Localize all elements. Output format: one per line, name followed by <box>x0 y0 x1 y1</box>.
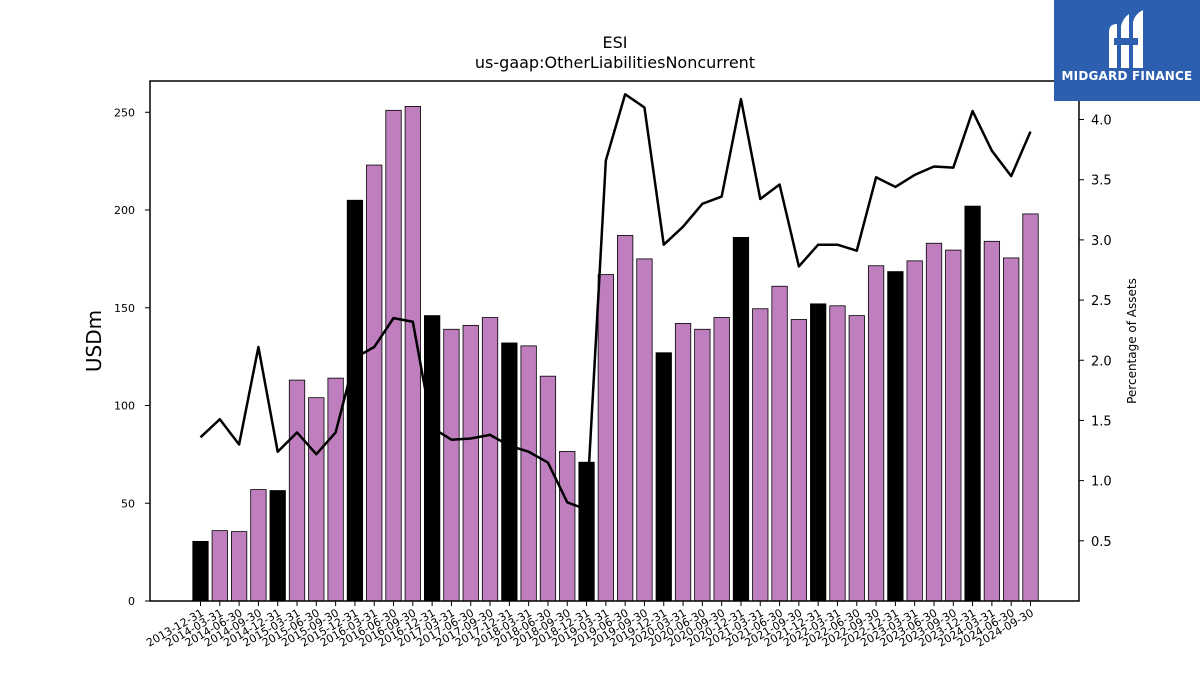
logo-text: MIDGARD FINANCE <box>1061 69 1193 83</box>
bar <box>597 274 614 602</box>
y-axis: 0 50 100 150 200 250 <box>114 106 150 608</box>
y2-tick-label: 1.0 <box>1091 475 1112 490</box>
y2-tick-label: 4.0 <box>1091 114 1112 129</box>
percentage-line <box>199 92 1032 511</box>
bar <box>674 323 692 602</box>
bar <box>790 319 807 602</box>
bar <box>520 345 537 602</box>
bar <box>539 375 557 602</box>
bar <box>481 317 499 602</box>
bar <box>385 109 402 602</box>
bar <box>713 317 730 602</box>
midgard-logo-icon <box>1109 10 1143 68</box>
bar <box>211 530 228 602</box>
bar <box>964 205 981 602</box>
bar <box>288 379 306 602</box>
bar <box>230 531 248 602</box>
y2-tick-label: 3.0 <box>1091 234 1112 249</box>
line-series <box>199 92 1032 511</box>
y2-tick-label: 3.5 <box>1091 174 1112 189</box>
y-tick-label: 0 <box>128 595 135 608</box>
bar <box>1022 213 1039 602</box>
bar <box>346 199 364 602</box>
bar <box>617 235 634 602</box>
bar <box>810 303 827 602</box>
logo: MIDGARD FINANCE <box>1054 0 1200 101</box>
bar <box>829 305 846 602</box>
bar <box>578 461 595 602</box>
bar <box>462 324 479 602</box>
bar <box>1003 257 1020 602</box>
bar <box>887 271 904 602</box>
bar <box>925 242 943 602</box>
bar <box>269 490 286 602</box>
x-axis: 2013-12-312014-03-312014-06-302014-09-30… <box>144 601 1036 650</box>
bar <box>366 164 383 602</box>
bar <box>867 265 885 602</box>
bar <box>848 315 865 602</box>
bar <box>945 249 962 602</box>
bar <box>906 260 923 602</box>
bar <box>732 236 750 602</box>
bar <box>424 315 441 602</box>
y2-axis-label: Percentage of Assets <box>1125 278 1139 404</box>
bar <box>559 451 576 602</box>
bar-series <box>192 106 1039 602</box>
y-tick-label: 150 <box>114 302 135 315</box>
bar <box>443 328 460 602</box>
y2-tick-label: 1.5 <box>1091 414 1112 429</box>
bar <box>501 342 518 602</box>
bar <box>694 328 711 602</box>
bar <box>983 240 1001 602</box>
y2-axis: 0.5 1.0 1.5 2.0 2.5 3.0 3.5 4.0 <box>1079 114 1112 550</box>
y-tick-label: 250 <box>114 106 135 119</box>
y2-tick-label: 0.5 <box>1091 535 1112 550</box>
bar <box>308 397 325 602</box>
y-tick-label: 50 <box>121 497 135 510</box>
y2-tick-label: 2.5 <box>1091 294 1112 309</box>
y2-tick-label: 2.0 <box>1091 354 1112 369</box>
y-axis-label: USDm <box>82 310 106 372</box>
bar <box>752 308 769 602</box>
bar <box>771 285 788 602</box>
chart-title: ESI <box>603 33 628 52</box>
y-tick-label: 200 <box>114 204 135 217</box>
plot-frame <box>149 80 1080 602</box>
bar <box>192 540 209 602</box>
y-tick-label: 100 <box>114 400 135 413</box>
bar <box>636 258 653 602</box>
chart-subtitle: us-gaap:OtherLiabilitiesNoncurrent <box>475 53 755 72</box>
bar <box>655 352 672 602</box>
bar <box>250 489 267 602</box>
